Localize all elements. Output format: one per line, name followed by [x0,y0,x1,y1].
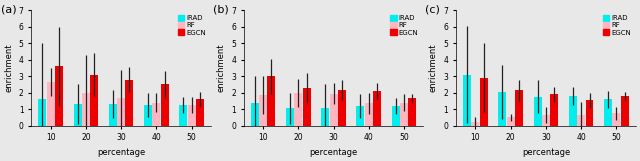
Bar [569,96,577,126]
Bar [117,99,125,126]
Bar [161,85,169,126]
Bar [586,100,593,126]
Bar [47,82,54,126]
Y-axis label: enrichment: enrichment [216,44,225,92]
Bar [303,88,310,126]
Bar [604,99,612,126]
Bar [90,75,98,126]
Bar [74,104,81,126]
Bar [515,90,523,126]
Bar [144,105,152,126]
Bar [109,104,116,126]
Bar [507,117,515,126]
Bar [356,106,364,126]
Bar [251,103,259,126]
Bar [259,95,267,126]
Bar [338,90,346,126]
Bar [365,103,372,126]
Bar [179,105,188,126]
Text: (a): (a) [1,5,16,15]
Bar [82,93,90,126]
Bar [38,99,46,126]
Bar [472,122,479,126]
Bar [152,103,161,126]
Bar [188,105,196,126]
Bar [321,108,329,126]
Bar [480,78,488,126]
Bar [330,94,337,126]
Bar [392,106,399,126]
Bar [55,66,63,126]
Bar [463,75,471,126]
Bar [286,108,294,126]
X-axis label: percentage: percentage [309,148,358,157]
Bar [621,96,628,126]
Bar [577,115,585,126]
Text: (b): (b) [213,5,229,15]
Bar [534,97,541,126]
Y-axis label: enrichment: enrichment [4,44,13,92]
Bar [550,94,558,126]
Legend: iRAD, RF, EGCN: iRAD, RF, EGCN [389,14,420,37]
Y-axis label: enrichment: enrichment [429,44,438,92]
Bar [542,115,550,126]
Text: (c): (c) [426,5,440,15]
Legend: iRAD, RF, EGCN: iRAD, RF, EGCN [177,14,207,37]
Bar [294,93,302,126]
Bar [612,113,620,126]
Bar [400,103,408,126]
Bar [125,80,133,126]
Bar [408,99,417,126]
Bar [373,91,381,126]
X-axis label: percentage: percentage [97,148,145,157]
Legend: iRAD, RF, EGCN: iRAD, RF, EGCN [602,14,632,37]
Bar [268,76,275,126]
Bar [196,99,204,126]
Bar [499,92,506,126]
X-axis label: percentage: percentage [522,148,570,157]
